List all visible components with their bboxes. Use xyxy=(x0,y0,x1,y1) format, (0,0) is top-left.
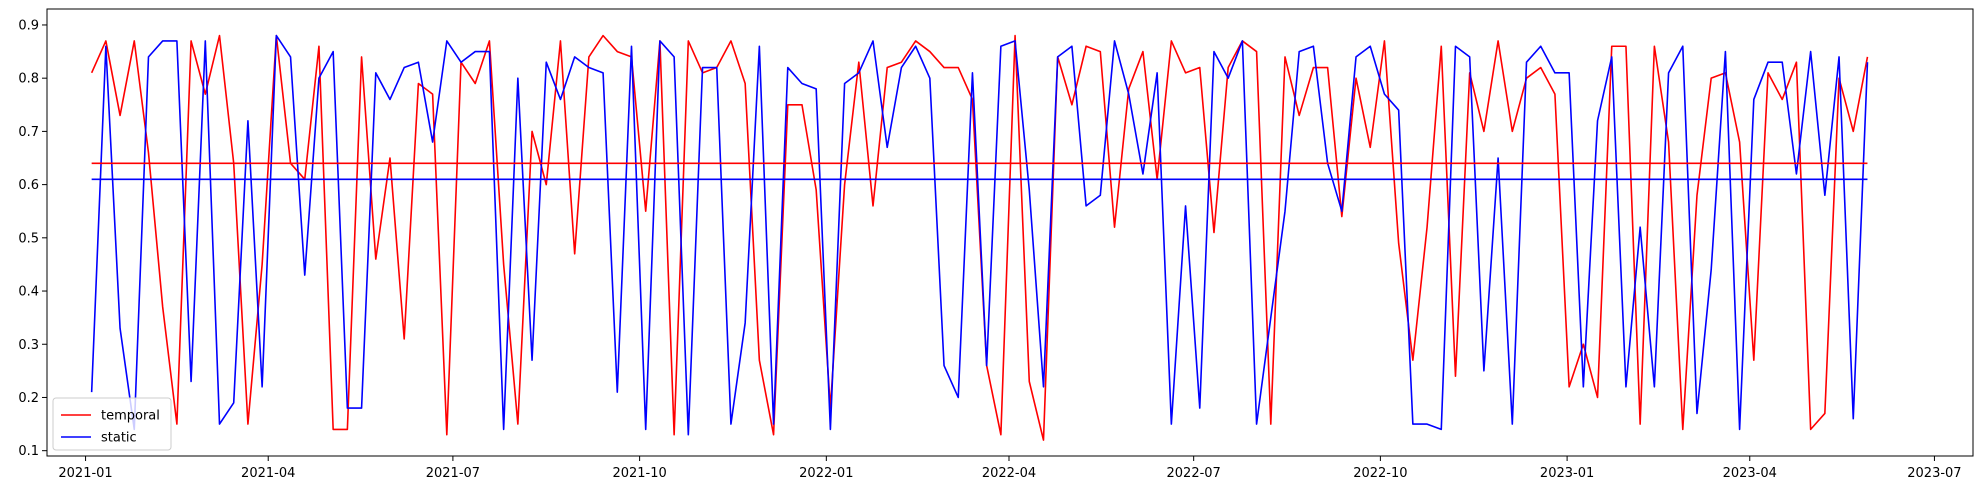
x-tick-label: 2021-07 xyxy=(426,466,480,481)
y-tick-label: 0.7 xyxy=(18,125,39,140)
x-tick-label: 2021-04 xyxy=(241,466,295,481)
legend-label-temporal: temporal xyxy=(101,409,160,424)
y-tick-label: 0.6 xyxy=(18,178,39,193)
legend-label-static: static xyxy=(101,431,137,446)
x-tick-label: 2022-04 xyxy=(982,466,1036,481)
y-tick-label: 0.8 xyxy=(18,72,39,87)
y-tick-label: 0.4 xyxy=(18,285,39,300)
y-tick-label: 0.5 xyxy=(18,231,39,246)
x-tick-label: 2021-10 xyxy=(612,466,666,481)
x-tick-label: 2021-01 xyxy=(58,466,112,481)
x-tick-label: 2022-01 xyxy=(799,466,853,481)
series-line-temporal xyxy=(90,34,1869,441)
y-tick-label: 0.3 xyxy=(18,338,39,353)
y-tick-label: 0.1 xyxy=(18,444,39,459)
x-tick-label: 2022-10 xyxy=(1353,466,1407,481)
plot-frame xyxy=(46,8,1974,457)
x-tick-label: 2022-07 xyxy=(1167,466,1221,481)
y-tick-label: 0.9 xyxy=(18,18,39,33)
x-tick-label: 2023-04 xyxy=(1723,466,1777,481)
x-axis: 2021-01 2021-04 2021-07 2021-10 2022-01 2022-… xyxy=(58,456,1962,481)
x-tick-label: 2023-07 xyxy=(1907,466,1961,481)
series-line-static xyxy=(90,34,1869,436)
y-tick-label: 0.2 xyxy=(18,391,39,406)
series-layer xyxy=(90,34,1869,441)
legend: temporal static xyxy=(52,397,172,451)
x-tick-label: 2023-01 xyxy=(1540,466,1594,481)
y-axis: 0.1 0.2 0.3 0.4 0.5 0.6 0.7 0.8 0.9 xyxy=(18,18,47,459)
